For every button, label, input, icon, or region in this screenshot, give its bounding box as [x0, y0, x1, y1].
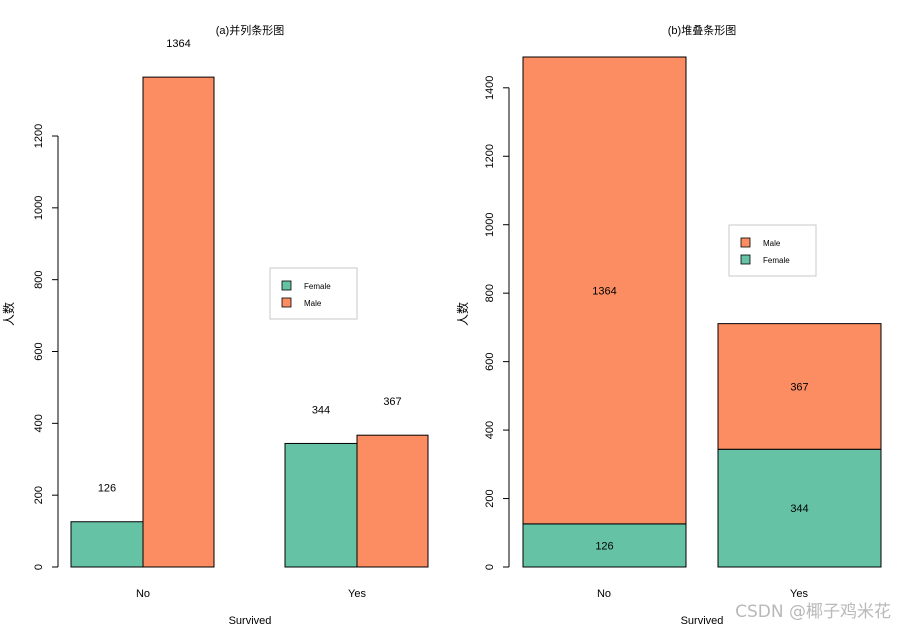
chart0-legend-box	[269, 267, 358, 320]
chart1-legend-label: Male	[763, 239, 781, 248]
chart0-data-label: 126	[98, 483, 116, 495]
chart1-y-tick-label: 0	[484, 564, 496, 570]
chart1-y-tick-label: 1200	[484, 144, 496, 168]
chart0-data-label: 344	[312, 404, 330, 416]
chart0-y-tick-label: 400	[33, 414, 45, 432]
chart1-legend-swatch-female	[740, 254, 751, 265]
chart0-y-tick-label: 200	[33, 486, 45, 504]
watermark: CSDN @椰子鸡米花	[735, 602, 891, 622]
chart1-y-tick-label: 200	[484, 489, 496, 507]
chart1-legend-swatch-male	[740, 237, 751, 248]
chart0-legend-label: Female	[304, 282, 331, 291]
chart1-legend-label: Female	[763, 256, 790, 265]
chart1-title: (b)堆叠条形图	[668, 23, 736, 37]
chart0-bar-female	[284, 442, 358, 568]
chart0-y-axis-label: 人数	[1, 302, 16, 326]
chart0-bar-male	[356, 434, 429, 568]
chart1-y-tick-label: 800	[484, 284, 496, 302]
chart0-bar-female	[70, 521, 144, 568]
chart0-category-label: No	[136, 588, 150, 600]
chart1-bar-male	[522, 56, 687, 525]
chart1-y-tick-label: 1000	[484, 212, 496, 236]
chart1-data-label: 344	[790, 503, 808, 515]
chart0-y-tick-label: 1000	[33, 196, 45, 220]
chart0-y-tick-label: 800	[33, 270, 45, 288]
chart0-y-tick-label: 0	[33, 564, 45, 570]
chart1-data-label: 1364	[592, 285, 616, 297]
chart1-legend-box	[728, 224, 817, 277]
chart1-bar-female	[717, 448, 882, 568]
chart1-category-label: No	[597, 588, 611, 600]
chart1-bar-male	[717, 323, 882, 450]
chart1-y-tick-label: 400	[484, 421, 496, 439]
chart0-title: (a)并列条形图	[216, 23, 284, 37]
chart0-data-label: 367	[383, 396, 401, 408]
chart1-y-axis-label: 人数	[455, 302, 470, 326]
chart0-y-tick-label: 600	[33, 342, 45, 360]
chart1-data-label: 126	[595, 540, 613, 552]
chart1-data-label: 367	[790, 381, 808, 393]
chart0-x-axis-label: Survived	[229, 615, 272, 627]
chart1-bar-female	[522, 523, 687, 568]
chart0-bar-male	[142, 76, 215, 568]
chart1-x-axis-label: Survived	[681, 615, 724, 627]
chart0-legend-swatch-male	[281, 297, 292, 308]
chart1-y-tick-label: 1400	[484, 76, 496, 100]
chart0-category-label: Yes	[348, 588, 366, 600]
chart0-data-label: 1364	[166, 38, 190, 50]
chart0-legend-label: Male	[304, 299, 322, 308]
chart1-y-tick-label: 600	[484, 352, 496, 370]
chart0-y-tick-label: 1200	[33, 124, 45, 148]
chart0-legend-swatch-female	[281, 280, 292, 291]
chart1-category-label: Yes	[790, 588, 808, 600]
